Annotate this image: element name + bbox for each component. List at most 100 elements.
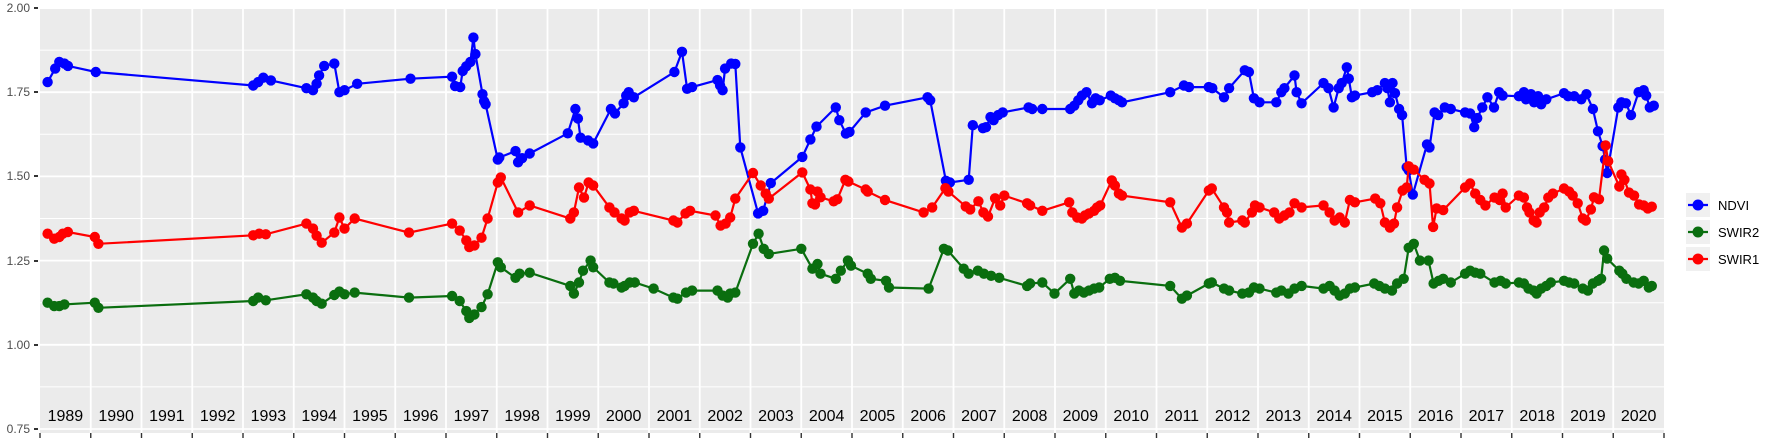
data-point-swir1: [730, 193, 741, 204]
x-axis-ticks: [39, 433, 1665, 438]
data-point-swir2: [1545, 277, 1557, 288]
data-point-swir1: [862, 186, 873, 197]
data-point-swir2: [1398, 273, 1409, 284]
data-point-ndvi: [1384, 97, 1396, 108]
line-point-glyph-icon: [1688, 226, 1708, 238]
data-point-swir1: [755, 180, 766, 191]
data-point-swir1: [1424, 178, 1435, 189]
data-point-swir1: [1109, 180, 1121, 191]
x-axis-year-label: 2009: [1063, 408, 1099, 425]
data-point-ndvi: [446, 71, 458, 82]
data-point-ndvi: [468, 32, 479, 43]
data-point-ndvi: [1407, 189, 1419, 200]
x-axis-year-label: 2007: [961, 408, 997, 425]
data-point-swir2: [1296, 280, 1307, 292]
data-point-ndvi: [1183, 81, 1195, 93]
data-point-ndvi: [628, 92, 639, 103]
data-point-swir1: [918, 207, 929, 218]
data-point-ndvi: [963, 174, 974, 185]
data-point-swir2: [577, 265, 589, 276]
data-point-swir1: [1349, 197, 1361, 208]
data-point-ndvi: [797, 151, 808, 163]
data-point-swir2: [260, 295, 271, 306]
x-axis-year-label: 2000: [606, 408, 642, 425]
data-point-swir2: [573, 277, 585, 288]
data-point-swir1: [1391, 202, 1403, 213]
data-point-swir2: [994, 272, 1005, 283]
x-axis-year-label: 2015: [1367, 408, 1403, 425]
x-axis-year-label: 2004: [809, 408, 845, 425]
data-point-ndvi: [1296, 98, 1307, 109]
data-point-ndvi: [1433, 109, 1444, 121]
data-point-swir2: [830, 273, 841, 284]
data-point-swir1: [349, 213, 360, 224]
data-point-ndvi: [62, 60, 74, 72]
legend-item-swir1: SWIR1: [1686, 247, 1759, 271]
data-point-swir1: [1223, 217, 1235, 228]
data-point-swir2: [1475, 268, 1486, 279]
data-point-swir1: [1593, 194, 1605, 205]
data-point-ndvi: [730, 58, 741, 70]
data-point-ndvi: [1488, 102, 1500, 113]
legend-item-ndvi: NDVI: [1686, 193, 1759, 217]
y-axis-tick-mark: [34, 7, 38, 9]
y-axis-tick-label: 1.75: [6, 85, 30, 100]
data-point-swir1: [329, 227, 340, 238]
series-swir1: [42, 140, 1658, 253]
data-point-swir1: [809, 199, 821, 210]
data-point-swir1: [469, 240, 480, 251]
series-swir2: [42, 228, 1658, 324]
data-point-swir1: [832, 194, 843, 205]
data-point-swir1: [454, 225, 465, 236]
data-point-swir2: [476, 301, 487, 313]
y-axis-tick-label: 1.50: [6, 169, 30, 184]
data-point-swir1: [476, 232, 487, 243]
data-point-swir2: [686, 285, 698, 296]
data-point-swir1: [93, 238, 104, 249]
data-point-swir1: [1619, 174, 1630, 185]
data-point-swir1: [763, 193, 774, 204]
data-point-swir2: [1181, 290, 1193, 301]
data-point-swir1: [568, 207, 580, 218]
data-point-ndvi: [860, 107, 871, 118]
data-point-swir1: [334, 212, 345, 223]
data-point-ndvi: [480, 99, 491, 110]
data-point-swir1: [1324, 207, 1335, 218]
data-point-ndvi: [765, 177, 776, 189]
data-point-swir1: [710, 210, 721, 221]
series-ndvi: [42, 32, 1660, 219]
data-point-swir1: [1116, 190, 1128, 201]
data-point-ndvi: [735, 142, 746, 153]
data-point-ndvi: [311, 78, 322, 90]
legend-key-swir2: [1686, 220, 1710, 244]
data-point-swir2: [608, 278, 619, 289]
data-point-swir1: [747, 167, 759, 179]
legend-key-ndvi: [1686, 193, 1710, 217]
legend-label-ndvi: NDVI: [1718, 197, 1750, 213]
data-point-swir1: [1388, 218, 1400, 229]
data-point-swir2: [1024, 278, 1036, 289]
data-point-swir2: [1598, 245, 1610, 256]
y-axis-tick-mark: [34, 91, 38, 94]
data-point-ndvi: [686, 81, 698, 93]
data-point-swir2: [796, 243, 807, 254]
x-axis-year-label: 2006: [910, 408, 946, 425]
legend-label-swir1: SWIR1: [1718, 251, 1760, 267]
x-axis-year-label: 2012: [1215, 408, 1251, 425]
data-point-ndvi: [1116, 97, 1128, 108]
data-point-swir2: [812, 258, 823, 270]
data-point-swir1: [1284, 207, 1295, 218]
data-point-swir1: [573, 182, 585, 193]
data-point-swir2: [349, 287, 360, 298]
x-axis-year-label: 1995: [352, 408, 388, 425]
data-point-swir2: [524, 267, 535, 278]
data-point-swir1: [524, 200, 535, 211]
data-point-swir2: [495, 262, 506, 273]
data-point-ndvi: [997, 107, 1008, 118]
data-point-ndvi: [1541, 94, 1552, 105]
data-point-ndvi: [470, 48, 481, 60]
data-point-swir2: [942, 245, 954, 256]
data-point-ndvi: [1477, 102, 1488, 113]
data-point-ndvi: [925, 95, 936, 106]
data-point-ndvi: [830, 102, 841, 113]
